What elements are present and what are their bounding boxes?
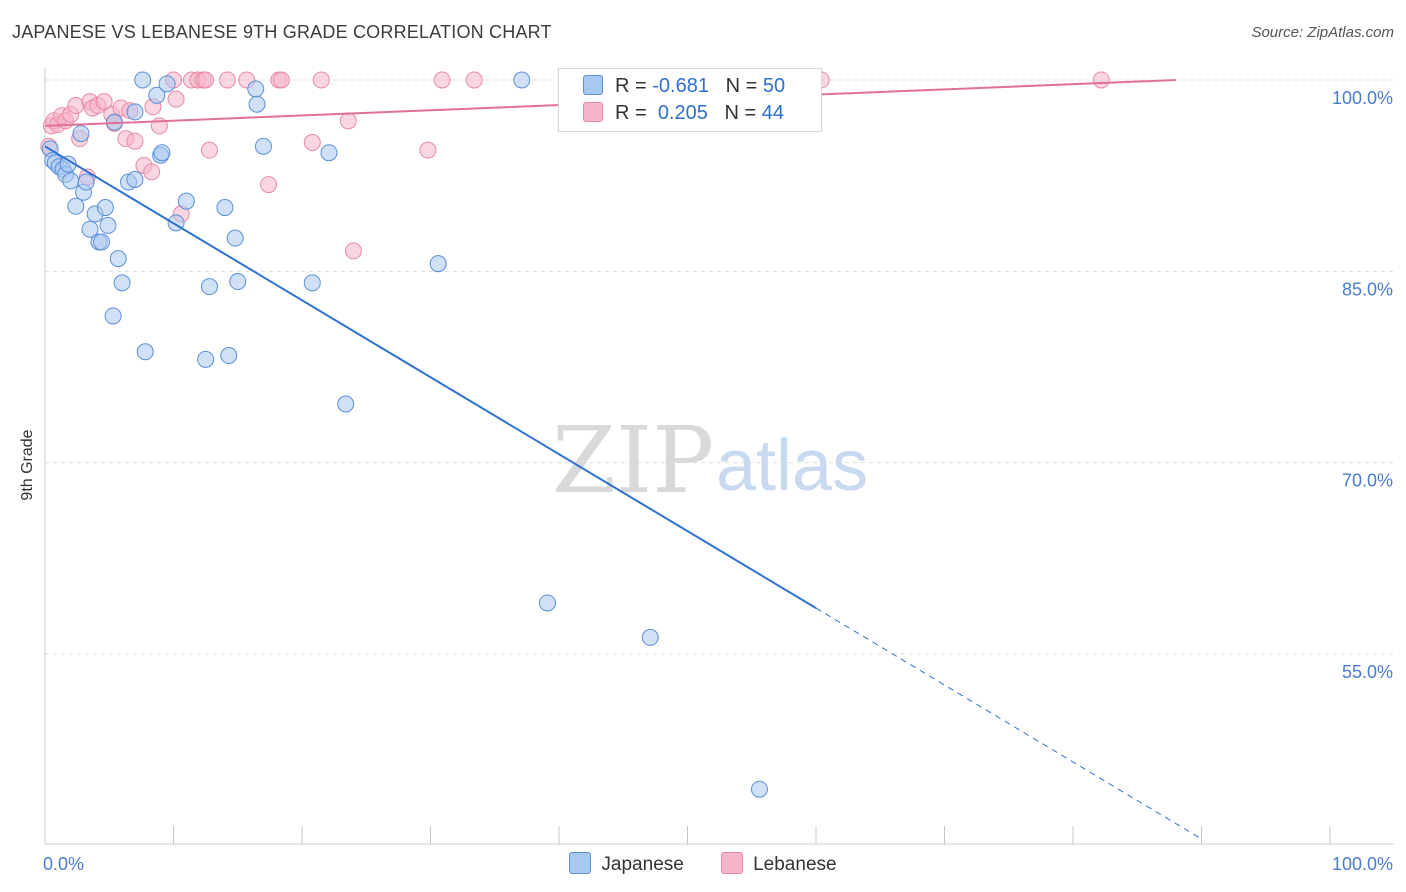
source-label: Source: ZipAtlas.com (1251, 24, 1394, 41)
legend-label-japanese: Japanese (601, 854, 684, 875)
y-tick-label: 85.0% (1342, 279, 1393, 299)
japanese-point (62, 172, 80, 190)
lebanese-legend-swatch (721, 852, 744, 874)
r-label: R = (615, 102, 647, 124)
lebanese-swatch (583, 102, 603, 122)
axes (44, 68, 1394, 845)
lebanese-point (312, 71, 330, 89)
stats-row-lebanese: R = 0.205 N = 44 (583, 102, 784, 126)
japanese-point (96, 199, 114, 217)
watermark: ZIP atlas (552, 407, 868, 514)
grid-lines (45, 79, 1394, 655)
lebanese-point (143, 163, 161, 181)
lebanese-point (126, 132, 144, 150)
lebanese-point (303, 134, 321, 152)
lebanese-point (465, 71, 483, 89)
y-tick-label: 100.0% (1332, 88, 1393, 108)
japanese-point (148, 86, 166, 104)
japanese-point (248, 95, 266, 113)
japanese-point (126, 103, 144, 121)
japanese-point (303, 274, 321, 292)
japanese-legend-swatch (569, 852, 592, 874)
stats-legend: R = -0.681 N = 50 R = 0.205 N = 44 (558, 68, 822, 132)
japanese-point (247, 80, 265, 98)
japanese-point (320, 144, 338, 162)
lebanese-point (200, 141, 218, 159)
lebanese-point (339, 112, 357, 130)
lebanese-point (272, 71, 290, 89)
japanese-point (197, 350, 215, 368)
lebanese-point (218, 71, 236, 89)
n-value-japanese: 50 (762, 75, 786, 97)
lebanese-point (167, 90, 185, 108)
series-legend: Japanese Lebanese (0, 852, 1406, 876)
watermark-atlas: atlas (716, 426, 868, 506)
lebanese-point (197, 71, 215, 89)
stats-row-japanese: R = -0.681 N = 50 (583, 75, 785, 99)
japanese-point (104, 307, 122, 325)
n-label: N = (725, 75, 758, 97)
japanese-point (216, 199, 234, 217)
legend-item-japanese: Japanese (569, 852, 684, 876)
japanese-trend-extension (815, 607, 1202, 840)
japanese-swatch (583, 75, 603, 95)
japanese-point (177, 192, 195, 210)
lebanese-point (67, 97, 85, 115)
japanese-point (113, 274, 131, 292)
japanese-point (538, 594, 556, 612)
japanese-point (134, 71, 152, 89)
r-label: R = (615, 75, 647, 97)
x-tick-label: 0.0% (43, 854, 84, 874)
japanese-point (153, 144, 171, 162)
n-label: N = (724, 102, 757, 124)
japanese-point (99, 216, 117, 234)
japanese-point (72, 125, 90, 143)
japanese-point (337, 395, 355, 413)
n-value-lebanese: 44 (761, 102, 785, 124)
japanese-point (513, 71, 531, 89)
lebanese-point (344, 242, 362, 260)
japanese-points (41, 71, 768, 798)
japanese-point (158, 75, 176, 93)
watermark-zip: ZIP (552, 407, 714, 514)
japanese-point (220, 347, 238, 365)
japanese-point (226, 229, 244, 247)
chart-title: JAPANESE VS LEBANESE 9TH GRADE CORRELATI… (12, 22, 552, 42)
japanese-point (641, 628, 659, 646)
lebanese-point (260, 176, 278, 194)
japanese-point (429, 255, 447, 273)
japanese-point (200, 278, 218, 296)
japanese-point (77, 173, 95, 191)
r-value-lebanese: 0.205 (657, 102, 708, 124)
japanese-point (93, 233, 111, 251)
x-tick-label: 100.0% (1332, 854, 1393, 874)
japanese-trend-line (44, 145, 817, 609)
r-value-japanese: -0.681 (652, 75, 709, 97)
japanese-point (750, 780, 768, 798)
y-tick-label: 70.0% (1342, 471, 1393, 491)
tick-labels: 100.0% 85.0% 70.0% 55.0% 0.0% 100.0% (43, 88, 1393, 874)
y-tick-label: 55.0% (1342, 662, 1393, 682)
lebanese-point (95, 93, 113, 111)
japanese-point (81, 220, 99, 238)
japanese-point (109, 250, 127, 268)
japanese-point (229, 273, 247, 291)
lebanese-point (433, 71, 451, 89)
japanese-point (254, 137, 272, 155)
japanese-point (67, 197, 85, 215)
lebanese-point (419, 141, 437, 159)
legend-label-lebanese: Lebanese (753, 854, 837, 875)
lebanese-point (1092, 71, 1110, 89)
legend-item-lebanese: Lebanese (721, 852, 837, 876)
japanese-point (136, 343, 154, 361)
japanese-point (126, 170, 144, 188)
